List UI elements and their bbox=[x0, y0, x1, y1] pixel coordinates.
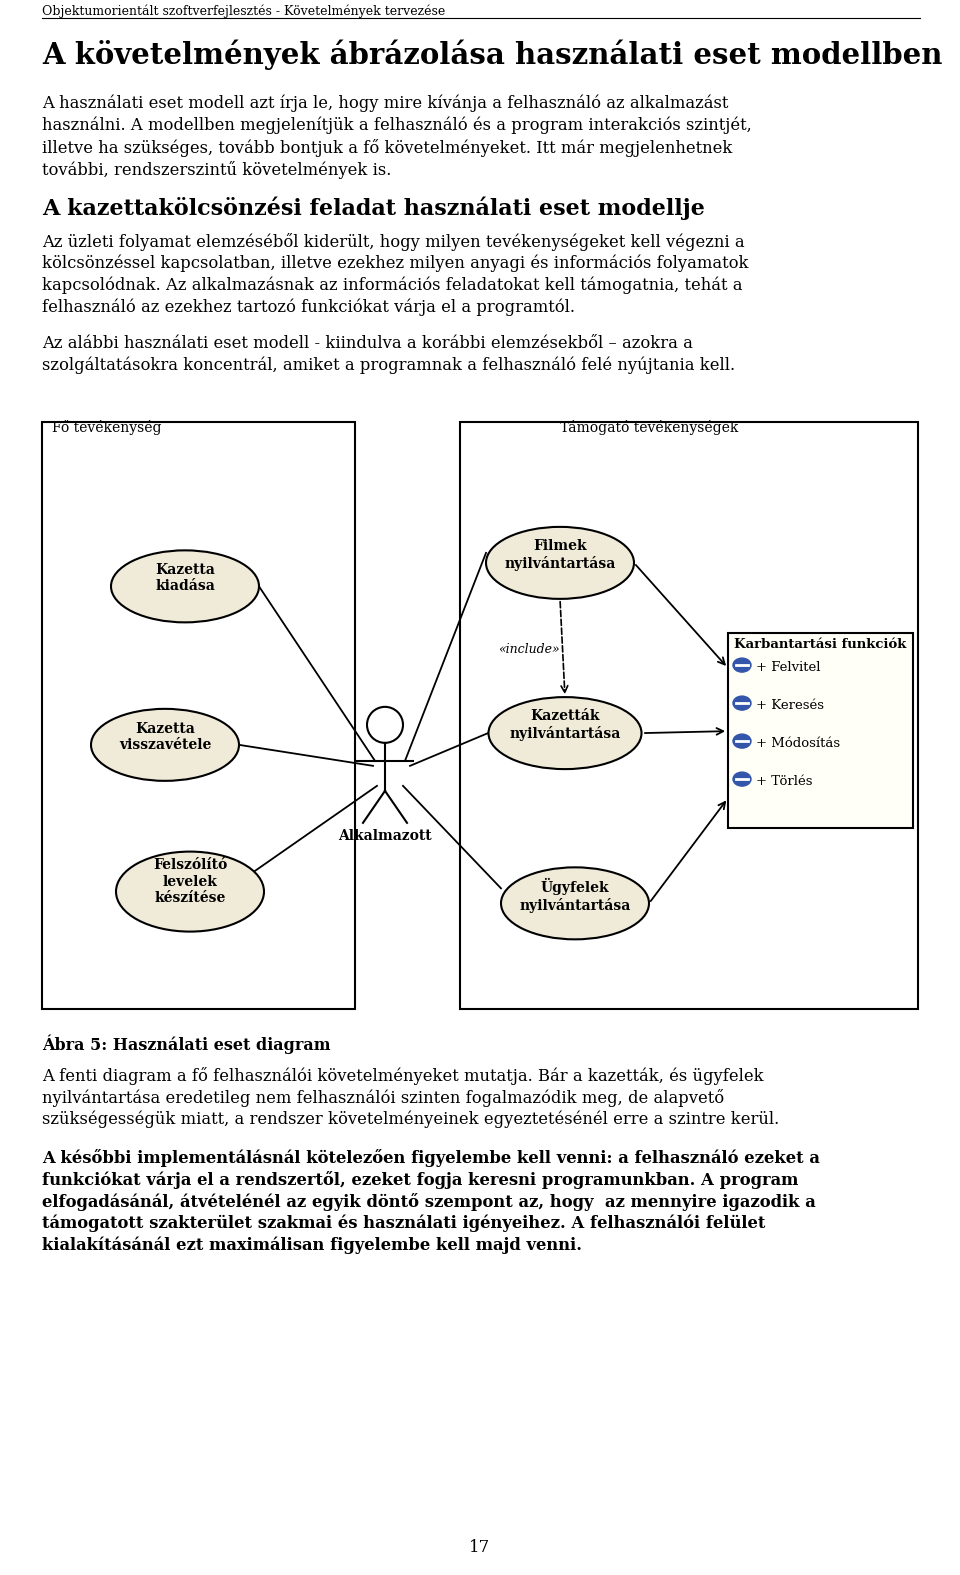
Text: illetve ha szükséges, tovább bontjuk a fő követelményeket. Itt már megjelenhetne: illetve ha szükséges, tovább bontjuk a f… bbox=[42, 139, 732, 158]
Text: A kazettakölcsönzési feladat használati eset modellje: A kazettakölcsönzési feladat használati … bbox=[42, 197, 705, 221]
Text: + Törlés: + Törlés bbox=[756, 775, 812, 788]
Text: A későbbi implementálásnál kötelezően figyelembe kell venni: a felhasználó ezeke: A későbbi implementálásnál kötelezően fi… bbox=[42, 1150, 820, 1167]
Text: A követelmények ábrázolása használati eset modellben: A követelmények ábrázolása használati es… bbox=[42, 39, 943, 71]
Text: + Felvitel: + Felvitel bbox=[756, 662, 821, 674]
Bar bbox=[42, 422, 355, 1010]
Text: Filmek
nyilvántartása: Filmek nyilvántartása bbox=[504, 539, 615, 570]
Text: szükségességük miatt, a rendszer követelményeinek egyeztetésénél erre a szintre : szükségességük miatt, a rendszer követel… bbox=[42, 1110, 780, 1129]
Ellipse shape bbox=[501, 868, 649, 939]
Text: Az alábbi használati eset modell - kiindulva a korábbi elemzésekből – azokra a: Az alábbi használati eset modell - kiind… bbox=[42, 335, 693, 351]
Ellipse shape bbox=[116, 852, 264, 931]
Text: Ügyfelek
nyilvántartása: Ügyfelek nyilvántartása bbox=[519, 879, 631, 912]
Text: kialakításánál ezt maximálisan figyelembe kell majd venni.: kialakításánál ezt maximálisan figyelemb… bbox=[42, 1236, 582, 1255]
Ellipse shape bbox=[91, 709, 239, 781]
Text: nyilvántartása eredetileg nem felhasználói szinten fogalmazódik meg, de alapvető: nyilvántartása eredetileg nem felhasznál… bbox=[42, 1088, 724, 1107]
Text: Alkalmazott: Alkalmazott bbox=[338, 828, 432, 843]
Text: Kazetta
visszavétele: Kazetta visszavétele bbox=[119, 721, 211, 751]
Ellipse shape bbox=[486, 528, 634, 598]
Text: Fő tevékenység: Fő tevékenység bbox=[52, 421, 161, 435]
Text: Felszólító
levelek
készítése: Felszólító levelek készítése bbox=[153, 858, 228, 904]
Text: Ábra 5: Használati eset diagram: Ábra 5: Használati eset diagram bbox=[42, 1035, 330, 1055]
Bar bbox=[728, 633, 913, 828]
Text: Kazetta
kiadása: Kazetta kiadása bbox=[156, 564, 215, 594]
Ellipse shape bbox=[733, 772, 751, 786]
Text: felhasználó az ezekhez tartozó funkciókat várja el a programtól.: felhasználó az ezekhez tartozó funkcióka… bbox=[42, 299, 575, 317]
Ellipse shape bbox=[489, 698, 641, 769]
Text: «include»: «include» bbox=[498, 643, 560, 657]
Text: Kazetták
nyilvántartása: Kazetták nyilvántartása bbox=[510, 709, 621, 740]
Text: 17: 17 bbox=[469, 1539, 491, 1556]
Ellipse shape bbox=[733, 696, 751, 710]
Text: A fenti diagram a fő felhasználói követelményeket mutatja. Bár a kazetták, és üg: A fenti diagram a fő felhasználói követe… bbox=[42, 1066, 763, 1085]
Text: kölcsönzéssel kapcsolatban, illetve ezekhez milyen anyagi és információs folyama: kölcsönzéssel kapcsolatban, illetve ezek… bbox=[42, 255, 749, 272]
Text: használni. A modellben megjelenítjük a felhasználó és a program interakciós szin: használni. A modellben megjelenítjük a f… bbox=[42, 117, 752, 134]
Text: A használati eset modell azt írja le, hogy mire kívánja a felhasználó az alkalma: A használati eset modell azt írja le, ho… bbox=[42, 94, 729, 112]
Text: funkciókat várja el a rendszertől, ezeket fogja keresni programunkban. A program: funkciókat várja el a rendszertől, ezeke… bbox=[42, 1170, 799, 1189]
Ellipse shape bbox=[733, 658, 751, 673]
Text: Az üzleti folyamat elemzéséből kiderült, hogy milyen tevékenységeket kell végezn: Az üzleti folyamat elemzéséből kiderült,… bbox=[42, 233, 745, 250]
Text: szolgáltatásokra koncentrál, amiket a programnak a felhasználó felé nyújtania ke: szolgáltatásokra koncentrál, amiket a pr… bbox=[42, 358, 735, 375]
Text: kapcsolódnak. Az alkalmazásnak az információs feladatokat kell támogatnia, tehát: kapcsolódnak. Az alkalmazásnak az inform… bbox=[42, 277, 742, 295]
Text: további, rendszerszintű követelmények is.: további, rendszerszintű követelmények is… bbox=[42, 161, 392, 180]
Text: elfogadásánál, átvételénél az egyik döntő szempont az, hogy  az mennyire igazodi: elfogadásánál, átvételénél az egyik dönt… bbox=[42, 1192, 816, 1211]
Ellipse shape bbox=[733, 734, 751, 748]
Text: Objektumorientált szoftverfejlesztés - Követelmények tervezése: Objektumorientált szoftverfejlesztés - K… bbox=[42, 5, 445, 17]
Text: Támogató tevékenységek: Támogató tevékenységek bbox=[560, 421, 738, 435]
Text: + Keresés: + Keresés bbox=[756, 699, 824, 712]
Text: Karbantartási funkciók: Karbantartási funkciók bbox=[734, 638, 906, 650]
Text: támogatott szakterület szakmai és használati igényeihez. A felhasználói felület: támogatott szakterület szakmai és haszná… bbox=[42, 1214, 765, 1233]
Text: + Módosítás: + Módosítás bbox=[756, 737, 840, 750]
Bar bbox=[460, 422, 918, 1010]
Ellipse shape bbox=[111, 550, 259, 622]
